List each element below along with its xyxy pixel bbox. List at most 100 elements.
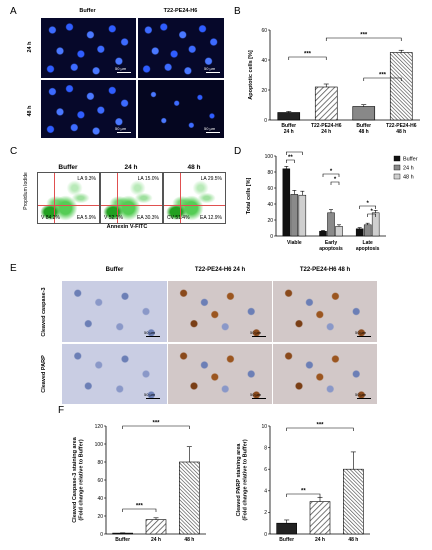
f1-bar — [179, 461, 200, 535]
quadrant-divider-h — [101, 205, 162, 206]
d-bar — [298, 194, 307, 237]
d-legend-swatch — [393, 173, 401, 180]
c-title-buffer: Buffer — [58, 164, 78, 171]
d-significance-bracket — [330, 181, 340, 185]
flow-plot-48h: LA 29.5% CV 51.4% EA 12.9% — [163, 172, 226, 224]
b-significance-bracket — [288, 56, 327, 60]
f2-y-axis-label: (Fold change relative to Buffer) — [243, 439, 249, 520]
f2-y-tick-label: 4 — [264, 489, 267, 495]
scale-bar-text: 50 µm — [115, 66, 127, 71]
flow-events — [164, 173, 225, 223]
f1-significance-bracket — [122, 425, 190, 429]
b-x-tick-label: 48 h — [359, 129, 369, 135]
b-x-tick-label: 48 h — [396, 129, 406, 135]
b-y-tick-label: 40 — [261, 58, 267, 64]
f1-y-tick-label: 60 — [97, 478, 103, 484]
b-x-tick-label: T22-PE24-H6 — [311, 123, 342, 129]
scale-bar-text: 50 µm — [250, 392, 262, 397]
quadrant-divider-h — [38, 205, 99, 206]
f1-y-tick-label: 100 — [95, 442, 104, 448]
d-significance-bracket — [322, 173, 340, 177]
f1-y-tick-label: 120 — [95, 424, 104, 430]
b-x-tick-label: T22-PE24-H6 — [386, 123, 417, 129]
d-legend-swatch — [393, 155, 401, 162]
scale-bar — [357, 398, 371, 399]
b-y-axis-label: Apoptotic cells [%] — [248, 50, 254, 100]
flow-plot-24h: LA 15.0% V 52.1% EA 30.3% — [100, 172, 163, 224]
scale-bar-text: 50 µm — [115, 126, 127, 131]
a-row-label-48h: 48 h — [27, 105, 33, 117]
f2-y-tick-label: 8 — [264, 445, 267, 451]
b-significance-label: *** — [360, 33, 368, 39]
f1-bar — [145, 519, 167, 535]
f2-significance-label: *** — [316, 423, 324, 429]
a-micrograph-buffer-24h: 50 µm — [41, 18, 136, 78]
d-bar — [355, 228, 364, 237]
a-row-label-24h: 24 h — [27, 41, 33, 53]
scale-bar — [252, 398, 266, 399]
d-bar — [327, 212, 335, 237]
d-legend-label: Buffer — [403, 157, 418, 163]
d-significance-label: * — [366, 201, 369, 207]
e-micrograph-parp-24h: 50 µm — [168, 344, 272, 404]
d-legend-label: 24 h — [403, 166, 414, 172]
panel-label-c: C — [10, 146, 18, 157]
b-significance-bracket — [325, 37, 402, 41]
f2-significance-bracket — [286, 427, 354, 431]
d-bar — [335, 226, 343, 237]
f1-y-tick-label: 20 — [97, 514, 103, 520]
f2-bar — [276, 522, 297, 535]
quadrant-ea: EA 5.9% — [76, 215, 96, 221]
f2-y-tick-label: 6 — [264, 467, 267, 473]
d-x-tick-label: Early — [325, 240, 337, 246]
b-y-tick-label: 0 — [264, 118, 267, 124]
f1-significance-label: *** — [136, 504, 144, 510]
panel-label-f: F — [58, 405, 65, 416]
b-significance-bracket — [363, 77, 402, 81]
d-significance-label: *** — [291, 150, 299, 153]
quadrant-v: CV 51.4% — [167, 215, 190, 221]
b-bar — [314, 86, 338, 121]
d-y-tick-label: 80 — [267, 170, 273, 176]
a-micrograph-t22-24h: 50 µm — [138, 18, 224, 78]
e-micrograph-parp-buffer: 50 µm — [62, 344, 167, 404]
d-bar — [282, 168, 291, 237]
d-bar — [319, 230, 327, 237]
d-x-tick-label: Viable — [287, 240, 302, 246]
a-micrograph-buffer-48h: 50 µm — [41, 80, 136, 138]
quadrant-divider-h — [164, 205, 225, 206]
quadrant-ea: EA 30.3% — [137, 215, 159, 221]
f1-y-axis-label: (Fold change relative to Buffer) — [79, 439, 85, 520]
d-y-tick-label: 100 — [265, 154, 274, 160]
f2-y-axis-label: Cleaved PARP staining area — [236, 443, 242, 517]
d-bar — [290, 194, 299, 237]
d-significance-bracket — [286, 151, 303, 155]
b-y-tick-label: 20 — [261, 88, 267, 94]
d-significance-bracket — [367, 213, 376, 217]
e-micrograph-caspase3-24h: 50 µm — [168, 281, 272, 342]
e-col-header-buffer: Buffer — [105, 267, 124, 273]
quadrant-ea: EA 12.9% — [200, 215, 222, 221]
f1-significance-label: *** — [152, 421, 160, 427]
b-x-tick-label: 24 h — [321, 129, 331, 135]
b-significance-label: *** — [379, 73, 387, 79]
quadrant-divider-v — [180, 173, 181, 223]
d-significance-label: * — [370, 209, 373, 215]
d-significance-label: * — [330, 169, 333, 175]
d-y-tick-label: 20 — [267, 218, 273, 224]
scale-bar — [252, 336, 266, 337]
quadrant-la: LA 9.3% — [77, 176, 96, 182]
d-legend-label: 48 h — [403, 175, 414, 181]
b-significance-label: *** — [304, 52, 312, 58]
d-legend-swatch — [393, 164, 401, 171]
chart-f-caspase3: 0 20 40 60 80 100 120 Buffer 24 h 48 h Cleaved Cas… — [72, 421, 206, 543]
f1-y-tick-label: 80 — [97, 460, 103, 466]
f2-y-tick-label: 2 — [264, 510, 267, 516]
f2-x-tick-label: Buffer — [279, 537, 294, 543]
e-col-header-t22-48h: T22-PE24-H6 48 h — [299, 267, 351, 273]
quadrant-v: V 52.1% — [104, 215, 123, 221]
a-col-header-t22: T22-PE24-H6 — [163, 8, 198, 14]
f2-significance-label: ** — [301, 489, 306, 495]
f2-y-tick-label: 10 — [261, 424, 267, 430]
scale-bar-text: 50 µm — [144, 330, 156, 335]
